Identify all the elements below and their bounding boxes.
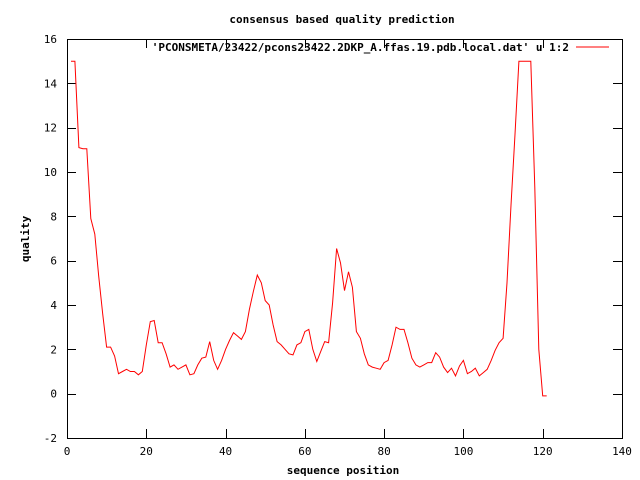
x-tick-label: 140 — [612, 445, 632, 458]
x-tick-label: 80 — [378, 445, 391, 458]
x-tick-label: 0 — [64, 445, 71, 458]
series-layer — [71, 60, 547, 397]
x-tick-label: 20 — [140, 445, 153, 458]
y-tick-label: -2 — [44, 432, 57, 445]
chart-title: consensus based quality prediction — [229, 13, 454, 26]
axis-ticks: -2 0 2 4 6 8 10 12 14 16 0 20 40 60 80 100 120 140 — [44, 33, 632, 458]
y-tick-label: 10 — [44, 166, 57, 179]
y-tick-label: 14 — [44, 77, 58, 90]
x-tick-label: 60 — [298, 445, 311, 458]
y-tick-label: 16 — [44, 33, 57, 46]
y-tick-label: 2 — [50, 343, 57, 356]
x-axis-label: sequence position — [287, 464, 400, 477]
legend: 'PCONSMETA/23422/pcons23422.2DKP_A.ffas.… — [152, 41, 609, 54]
y-tick-label: 8 — [50, 210, 57, 223]
plot-frame — [67, 39, 623, 439]
y-tick-label: 6 — [50, 255, 57, 268]
y-tick-label: 0 — [50, 388, 57, 401]
y-axis-label: quality — [19, 215, 32, 262]
x-tick-label: 40 — [219, 445, 232, 458]
legend-label: 'PCONSMETA/23422/pcons23422.2DKP_A.ffas.… — [152, 41, 569, 54]
series-line — [71, 60, 547, 397]
x-tick-label: 120 — [533, 445, 553, 458]
x-tick-label: 100 — [453, 445, 473, 458]
y-tick-label: 4 — [50, 299, 57, 312]
y-tick-label: 12 — [44, 122, 57, 135]
